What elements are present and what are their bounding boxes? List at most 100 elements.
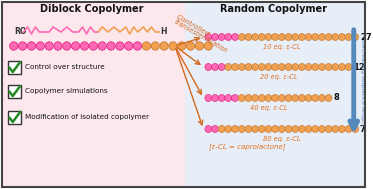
Circle shape — [339, 33, 345, 40]
Circle shape — [292, 94, 299, 101]
Circle shape — [258, 125, 265, 132]
FancyBboxPatch shape — [8, 61, 21, 74]
Circle shape — [272, 94, 279, 101]
Circle shape — [298, 64, 305, 70]
Circle shape — [285, 125, 292, 132]
Circle shape — [225, 64, 232, 70]
Circle shape — [272, 125, 279, 132]
Circle shape — [225, 94, 232, 101]
Circle shape — [205, 94, 212, 101]
Circle shape — [312, 125, 319, 132]
Circle shape — [238, 94, 245, 101]
Circle shape — [142, 42, 151, 50]
FancyBboxPatch shape — [8, 111, 21, 124]
Circle shape — [232, 33, 238, 40]
Circle shape — [292, 125, 299, 132]
Polygon shape — [2, 2, 185, 187]
Circle shape — [232, 94, 238, 101]
Circle shape — [169, 42, 177, 50]
Circle shape — [319, 33, 325, 40]
Circle shape — [298, 125, 305, 132]
Text: Decreasing sequence length: Decreasing sequence length — [360, 39, 365, 125]
Circle shape — [225, 33, 232, 40]
Circle shape — [245, 125, 252, 132]
Circle shape — [72, 42, 80, 50]
Circle shape — [258, 33, 265, 40]
Circle shape — [205, 64, 212, 70]
Circle shape — [160, 42, 168, 50]
Text: 40 eq. ε-CL: 40 eq. ε-CL — [250, 105, 287, 111]
Text: RO: RO — [14, 28, 26, 36]
Text: H: H — [160, 28, 167, 36]
Text: 12: 12 — [353, 63, 365, 71]
Circle shape — [252, 125, 258, 132]
Circle shape — [339, 125, 345, 132]
Circle shape — [245, 64, 252, 70]
Text: Diblock Copolymer: Diblock Copolymer — [40, 4, 143, 14]
Circle shape — [252, 64, 258, 70]
Circle shape — [238, 64, 245, 70]
Circle shape — [252, 94, 258, 101]
Circle shape — [305, 33, 312, 40]
Circle shape — [204, 42, 213, 50]
Circle shape — [325, 33, 332, 40]
Circle shape — [312, 94, 319, 101]
Circle shape — [238, 33, 245, 40]
Circle shape — [298, 94, 305, 101]
Circle shape — [116, 42, 124, 50]
Text: Control over structure: Control over structure — [25, 64, 104, 70]
Circle shape — [36, 42, 44, 50]
Circle shape — [332, 125, 339, 132]
Circle shape — [278, 125, 285, 132]
Circle shape — [325, 64, 332, 70]
Circle shape — [265, 33, 272, 40]
Circle shape — [345, 33, 352, 40]
Circle shape — [352, 125, 359, 132]
Circle shape — [285, 33, 292, 40]
Circle shape — [27, 42, 35, 50]
Circle shape — [345, 125, 352, 132]
Circle shape — [292, 64, 299, 70]
Circle shape — [265, 94, 272, 101]
Circle shape — [312, 64, 319, 70]
Circle shape — [345, 64, 352, 70]
Text: [ε-CL = caprolactone]: [ε-CL = caprolactone] — [209, 144, 286, 150]
Circle shape — [238, 125, 245, 132]
Circle shape — [298, 33, 305, 40]
Circle shape — [245, 33, 252, 40]
Circle shape — [325, 94, 332, 101]
Circle shape — [319, 94, 325, 101]
Circle shape — [312, 33, 319, 40]
Circle shape — [211, 33, 219, 40]
Circle shape — [63, 42, 71, 50]
Circle shape — [265, 64, 272, 70]
Text: 20 eq. ε-CL: 20 eq. ε-CL — [260, 74, 297, 80]
Text: 27: 27 — [360, 33, 372, 42]
Text: 80 eq. ε-CL: 80 eq. ε-CL — [263, 136, 301, 142]
Circle shape — [272, 64, 279, 70]
Circle shape — [218, 94, 225, 101]
Circle shape — [325, 125, 332, 132]
Circle shape — [319, 64, 325, 70]
Circle shape — [232, 64, 238, 70]
Text: 10 eq. ε-CL: 10 eq. ε-CL — [263, 44, 301, 50]
Circle shape — [19, 42, 27, 50]
Circle shape — [319, 125, 325, 132]
Circle shape — [195, 42, 204, 50]
Circle shape — [211, 64, 219, 70]
Circle shape — [10, 42, 18, 50]
Circle shape — [258, 94, 265, 101]
Circle shape — [98, 42, 106, 50]
Circle shape — [232, 125, 238, 132]
Circle shape — [205, 125, 212, 132]
FancyBboxPatch shape — [8, 85, 21, 98]
Circle shape — [332, 64, 339, 70]
Circle shape — [305, 94, 312, 101]
Circle shape — [305, 125, 312, 132]
Circle shape — [218, 125, 225, 132]
Circle shape — [80, 42, 89, 50]
Circle shape — [339, 64, 345, 70]
Circle shape — [278, 33, 285, 40]
Circle shape — [134, 42, 142, 50]
Circle shape — [186, 42, 195, 50]
